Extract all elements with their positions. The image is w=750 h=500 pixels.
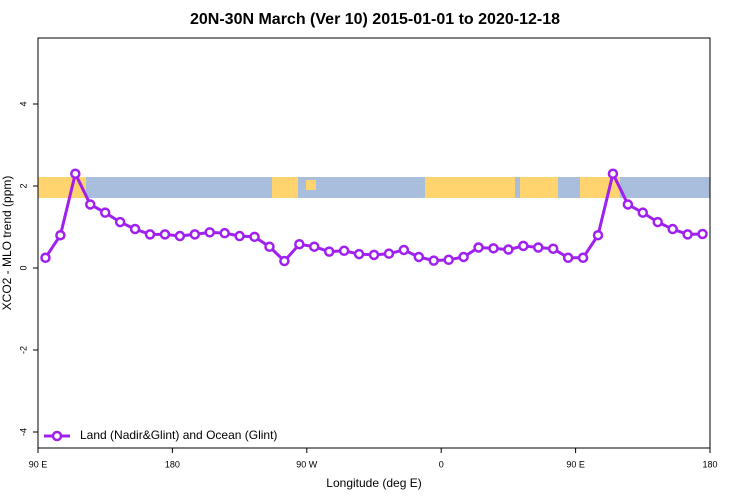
point <box>592 229 604 241</box>
x-axis-label: Longitude (deg E) <box>326 476 421 490</box>
map-band <box>38 177 710 198</box>
legend-label: Land (Nadir&Glint) and Ocean (Glint) <box>80 428 277 442</box>
x-tick-label: 90 E <box>29 459 48 469</box>
point <box>189 229 201 240</box>
point <box>99 207 111 218</box>
point <box>473 242 484 253</box>
point <box>40 252 51 264</box>
point <box>279 255 290 267</box>
x-tick-label: 180 <box>702 459 717 469</box>
point <box>114 216 126 228</box>
point <box>443 254 454 266</box>
point <box>368 249 380 261</box>
point <box>219 227 230 239</box>
point <box>264 241 275 252</box>
point <box>503 244 514 255</box>
y-tick-label: -4 <box>18 428 28 436</box>
point <box>85 199 96 210</box>
y-axis-label: XCO2 - MLO trend (ppm) <box>0 176 14 311</box>
point <box>682 229 693 240</box>
point <box>547 243 559 254</box>
point <box>55 229 66 241</box>
point <box>488 243 499 254</box>
point <box>338 245 350 257</box>
point <box>577 252 589 264</box>
point <box>249 231 260 243</box>
point <box>667 223 678 235</box>
point <box>234 230 245 242</box>
point <box>144 229 156 240</box>
point <box>622 199 634 210</box>
point <box>353 248 365 260</box>
y-tick-label: 2 <box>18 184 28 189</box>
x-tick-label: 90 E <box>566 459 585 469</box>
point <box>174 230 186 242</box>
x-tick-label: 0 <box>439 459 444 469</box>
point <box>323 246 335 257</box>
point <box>294 238 305 250</box>
legend-swatch-point <box>51 430 63 442</box>
chart-title: 20N-30N March (Ver 10) 2015-01-01 to 202… <box>190 11 560 28</box>
x-tick-label: 90 W <box>296 459 318 469</box>
point <box>458 251 469 263</box>
point <box>562 252 574 264</box>
point <box>637 207 649 218</box>
point <box>204 227 215 238</box>
point <box>129 223 141 235</box>
point <box>518 240 529 252</box>
point <box>697 228 708 240</box>
point <box>607 168 619 179</box>
point <box>159 229 171 240</box>
y-tick-label: 0 <box>18 266 28 271</box>
plot-frame <box>37 37 711 449</box>
point <box>413 251 425 263</box>
x-tick-label: 180 <box>165 459 180 469</box>
y-tick-label: -2 <box>18 346 28 354</box>
point <box>70 168 81 179</box>
point <box>533 242 544 253</box>
point <box>398 244 410 256</box>
point <box>309 241 320 252</box>
point <box>383 248 395 259</box>
point <box>652 216 663 228</box>
y-tick-label: 4 <box>18 102 28 107</box>
point <box>428 255 439 266</box>
